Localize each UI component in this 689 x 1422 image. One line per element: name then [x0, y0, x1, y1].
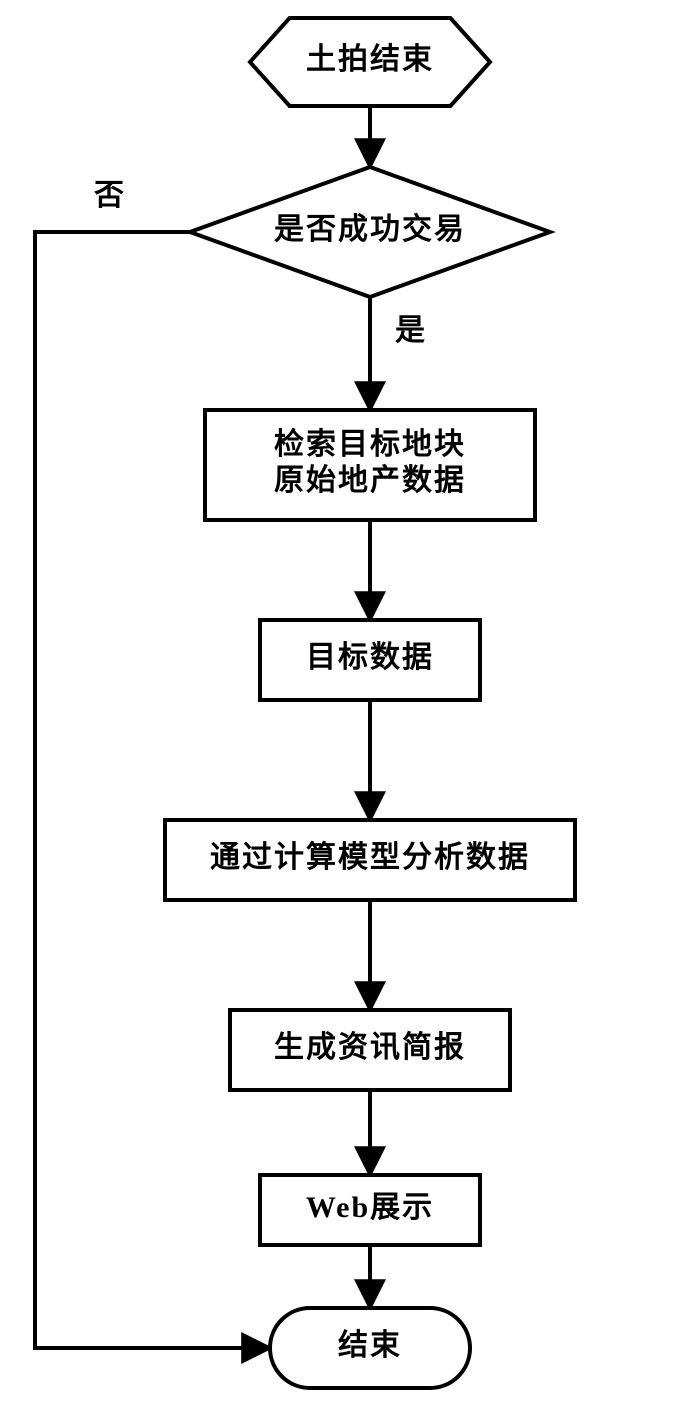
node-decision: 是否成功交易: [190, 167, 550, 297]
node-start: 土拍结束: [250, 18, 490, 106]
edge-e2-label: 是: [395, 314, 427, 347]
node-report-label: 生成资讯简报: [274, 1030, 466, 1064]
node-target-label: 目标数据: [306, 641, 434, 674]
node-report: 生成资讯简报: [230, 1010, 510, 1090]
edge-no: 否: [35, 179, 270, 1348]
node-web: Web展示: [260, 1175, 480, 1245]
node-decision-label: 是否成功交易: [274, 212, 466, 246]
node-analyze: 通过计算模型分析数据: [165, 820, 575, 900]
node-end-label: 结束: [338, 1329, 402, 1362]
node-web-label: Web展示: [306, 1191, 434, 1224]
edge-e2: 是: [370, 297, 427, 410]
node-start-label: 土拍结束: [306, 43, 434, 76]
edge-no-label: 否: [94, 179, 126, 212]
svg-text:原始地产数据: 原始地产数据: [274, 464, 466, 497]
node-target: 目标数据: [260, 620, 480, 700]
node-analyze-label: 通过计算模型分析数据: [210, 840, 530, 874]
node-end: 结束: [270, 1308, 470, 1388]
svg-text:检索目标地块: 检索目标地块: [274, 427, 466, 461]
node-retrieve: 检索目标地块原始地产数据: [205, 410, 535, 520]
